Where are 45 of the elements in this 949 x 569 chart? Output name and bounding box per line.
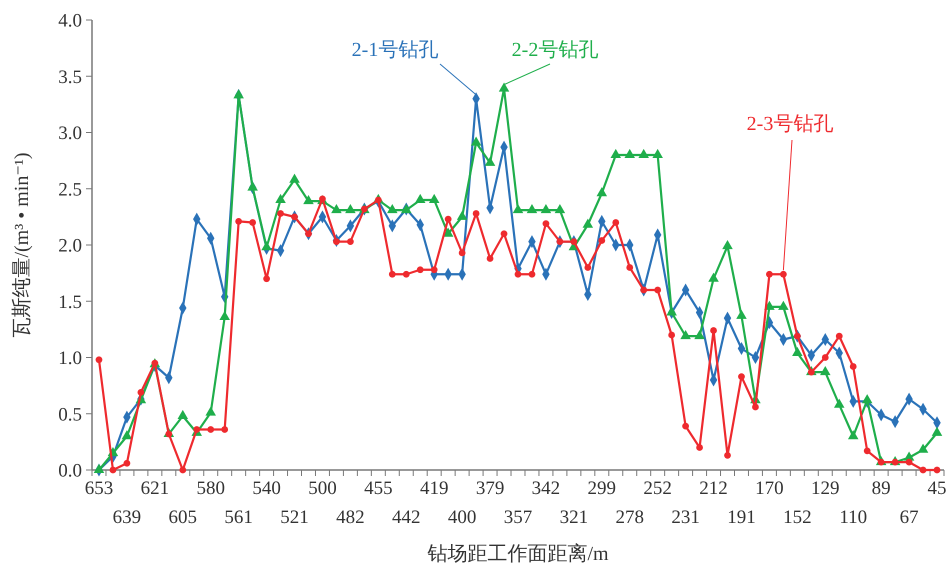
x-tick-label: 653 [84, 478, 114, 499]
y-tick-label: 3.5 [58, 66, 82, 88]
y-tick-label: 1.5 [58, 292, 82, 313]
x-tick-label: 321 [560, 507, 588, 528]
x-tick-label: 191 [727, 507, 756, 528]
y-tick-label: 3.0 [58, 123, 82, 144]
x-tick-label: 442 [392, 507, 421, 528]
x-tick-label: 540 [252, 478, 281, 499]
x-tick-label: 482 [336, 507, 365, 528]
y-tick-label: 4.0 [58, 10, 82, 32]
x-tick-label: 170 [755, 478, 784, 499]
text: 2-1号钻孔 [352, 39, 438, 61]
x-tick-label: 89 [872, 478, 891, 499]
text: 2-3号钻孔 [746, 113, 834, 135]
y-tick-label: 2.5 [58, 179, 82, 200]
x-tick-label: 500 [308, 478, 337, 499]
x-tick-label: 67 [900, 507, 919, 528]
x-tick-label: 110 [839, 507, 868, 528]
x-tick-label: 561 [224, 507, 253, 528]
y-tick-label: 1.0 [58, 348, 82, 370]
x-tick-label: 379 [476, 478, 504, 499]
x-tick-label: 419 [420, 478, 448, 499]
y-tick-label: 0.5 [58, 404, 82, 426]
x-tick-label: 639 [112, 507, 142, 528]
x-tick-label: 400 [448, 507, 476, 528]
x-tick-label: 455 [364, 478, 393, 499]
y-axis-title: 瓦斯纯量/(m³ • min⁻¹) [11, 152, 33, 338]
x-tick-label: 357 [504, 507, 532, 528]
x-tick-label: 252 [643, 478, 672, 499]
x-tick-label: 299 [588, 478, 616, 499]
x-tick-label: 278 [615, 507, 644, 528]
y-tick-label: 2.0 [58, 236, 82, 257]
x-tick-label: 212 [699, 478, 728, 499]
x-tick-label: 152 [783, 507, 812, 528]
y-tick-label: 0.0 [58, 460, 82, 482]
x-tick-label: 621 [140, 478, 170, 499]
x-tick-label: 521 [280, 507, 309, 528]
x-tick-label: 45 [928, 478, 947, 499]
x-tick-label: 129 [811, 478, 840, 499]
x-axis-title: 钻场距工作面距离/m [426, 543, 609, 565]
x-tick-label: 342 [532, 478, 560, 499]
series-label: 2-2号钻孔 [512, 39, 598, 61]
x-tick-label: 231 [671, 507, 700, 528]
x-tick-label: 580 [196, 478, 225, 499]
x-tick-label: 605 [168, 507, 198, 528]
